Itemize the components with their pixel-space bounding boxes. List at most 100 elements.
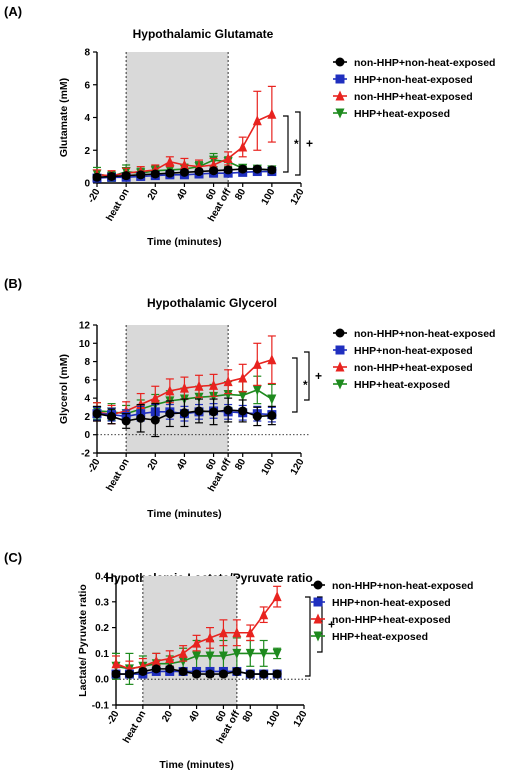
data-point	[165, 168, 175, 178]
data-point	[223, 405, 233, 415]
x-tick-label: 60	[214, 709, 229, 725]
x-tick-label: 100	[265, 709, 283, 729]
data-point	[107, 171, 117, 181]
data-point	[267, 394, 277, 405]
y-tick-label: 0.4	[95, 572, 109, 583]
x-axis-label: Time (minutes)	[159, 759, 233, 771]
chart-title: Hypothalamic Glutamate	[133, 27, 274, 41]
legend-marker	[313, 631, 323, 642]
y-tick-label: 4	[84, 394, 90, 405]
data-point	[136, 170, 146, 180]
x-tick-label: 20	[146, 457, 161, 473]
data-point	[205, 651, 215, 662]
significance-mark: +	[315, 369, 322, 383]
y-tick-label: -2	[81, 449, 90, 460]
data-point	[232, 648, 242, 659]
significance-bracket	[295, 111, 301, 176]
data-point	[124, 669, 134, 679]
data-point	[121, 416, 131, 426]
data-point	[179, 408, 189, 418]
data-point	[179, 167, 189, 177]
data-point	[165, 653, 175, 664]
x-tick-label: 40	[175, 187, 190, 203]
legend: non-HHP+non-heat-exposed HHP+non-heat-exp…	[333, 57, 495, 120]
data-point	[192, 669, 202, 679]
x-event-label: heat on	[104, 187, 131, 223]
data-point	[136, 413, 146, 423]
data-point	[111, 658, 121, 669]
legend-label: HHP+non-heat-exposed	[354, 74, 473, 86]
legend-label: HHP+heat-exposed	[354, 379, 450, 391]
data-point	[179, 159, 189, 170]
data-point	[218, 651, 228, 662]
legend: non-HHP+non-heat-exposed HHP+non-heat-exp…	[333, 328, 495, 391]
data-point	[272, 669, 282, 679]
data-point	[192, 637, 202, 648]
x-tick-label: 20	[146, 187, 161, 203]
data-point	[179, 382, 189, 393]
data-point	[223, 165, 233, 175]
data-point	[218, 669, 228, 679]
data-point	[151, 655, 161, 666]
x-tick-label: 100	[260, 457, 278, 477]
data-point	[238, 372, 248, 383]
y-axis-label: Lactate/ Pyruvate ratio	[77, 584, 89, 697]
x-tick-label: 80	[233, 187, 248, 203]
data-point	[165, 409, 175, 419]
significance-bracket	[283, 115, 289, 173]
data-point	[259, 648, 269, 659]
y-tick-label: 6	[84, 375, 90, 386]
data-point	[252, 115, 262, 126]
data-point	[232, 627, 242, 638]
data-point	[92, 172, 102, 182]
y-tick-label: 12	[79, 321, 91, 332]
legend-label: non-HHP+heat-exposed	[354, 91, 473, 103]
significance-bracket	[305, 596, 311, 677]
x-tick-label: 120	[289, 187, 307, 207]
legend-marker	[335, 328, 345, 338]
x-tick-label: 120	[292, 709, 310, 729]
data-point	[232, 666, 242, 676]
legend-label: non-HHP+non-heat-exposed	[354, 328, 495, 340]
data-point	[194, 406, 204, 416]
data-point	[205, 632, 215, 643]
data-point	[150, 169, 160, 179]
x-tick-label: 60	[204, 187, 219, 203]
y-tick-label: 0.0	[95, 675, 109, 686]
legend-marker	[313, 580, 323, 590]
y-tick-label: 0	[84, 430, 90, 441]
legend-label: HHP+non-heat-exposed	[354, 345, 473, 357]
x-tick-label: 120	[289, 457, 307, 477]
data-point	[245, 669, 255, 679]
data-point	[192, 651, 202, 662]
panel-label: (B)	[4, 276, 22, 291]
y-tick-label: -0.1	[92, 701, 110, 712]
y-tick-label: 0.1	[95, 649, 109, 660]
significance-bracket	[317, 596, 323, 653]
legend-marker	[313, 597, 323, 607]
data-point	[252, 358, 262, 369]
x-event-label: heat on	[104, 457, 131, 493]
data-point	[178, 647, 188, 658]
x-tick-label: 60	[204, 457, 219, 473]
chart-panel-3: (C)Hypothalamic Lactate/Pyruvate ratio-0…	[4, 550, 473, 771]
y-tick-label: 0.2	[95, 623, 109, 634]
y-axis-label: Glutamate (mM)	[58, 78, 70, 157]
data-point	[267, 165, 277, 175]
y-axis-label: Glycerol (mM)	[58, 354, 70, 424]
legend-label: non-HHP+heat-exposed	[354, 362, 473, 374]
data-point	[107, 411, 117, 421]
legend-marker	[335, 361, 345, 372]
data-point	[165, 385, 175, 396]
y-tick-label: 0.3	[95, 597, 109, 608]
data-point	[238, 406, 248, 416]
legend-marker	[335, 379, 345, 390]
y-tick-label: 0	[84, 179, 90, 190]
x-axis-label: Time (minutes)	[147, 236, 221, 248]
legend: non-HHP+non-heat-exposed HHP+non-heat-exp…	[311, 580, 473, 643]
data-point	[205, 669, 215, 679]
data-point	[267, 354, 277, 365]
x-event-label: heat on	[121, 709, 148, 745]
